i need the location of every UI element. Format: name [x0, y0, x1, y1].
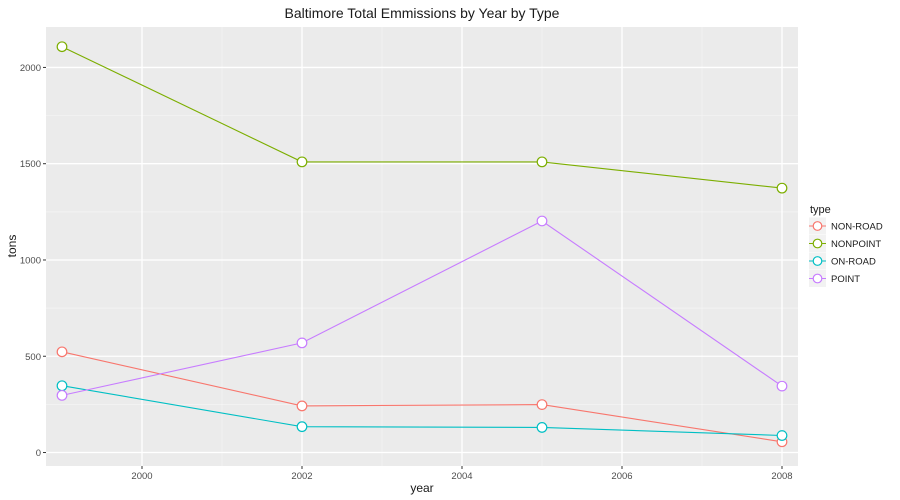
- plot-panel: [46, 27, 798, 466]
- data-point-nonpoint: [56, 41, 68, 53]
- data-point-non-road: [56, 346, 68, 358]
- x-tick-label: 2002: [291, 471, 312, 482]
- legend-label-point: POINT: [831, 274, 860, 285]
- legend-key-point: [812, 221, 823, 231]
- data-point-nonpoint: [296, 156, 308, 168]
- data-point-on-road: [536, 422, 548, 433]
- legend-title: type: [810, 204, 831, 216]
- series-line-on-road: [61, 385, 783, 437]
- x-tick-label: 2008: [771, 471, 792, 482]
- y-tick-label: 0: [36, 448, 41, 459]
- series-line-nonpoint: [61, 46, 783, 189]
- legend: type NON-ROAD NONPOINT ON-ROAD POINT: [809, 204, 883, 287]
- x-tick-label: 2000: [131, 471, 152, 482]
- series-line-non-road: [61, 351, 783, 443]
- x-tick-label: 2004: [451, 471, 472, 482]
- x-axis-title: year: [410, 481, 433, 495]
- legend-key-point: [812, 256, 823, 266]
- data-point-point: [296, 337, 308, 349]
- data-point-nonpoint: [536, 156, 548, 168]
- data-point-on-road: [56, 380, 68, 392]
- data-point-point: [536, 215, 548, 227]
- y-tick-label: 500: [25, 352, 41, 363]
- chart-title: Baltimore Total Emmissions by Year by Ty…: [285, 5, 560, 21]
- legend-items: NON-ROAD NONPOINT ON-ROAD POINT: [809, 217, 883, 287]
- legend-label-nonpoint: NONPOINT: [831, 239, 881, 250]
- y-tick-label: 2000: [20, 63, 41, 74]
- y-tick-label: 1500: [20, 159, 41, 170]
- data-point-on-road: [296, 421, 308, 433]
- y-tick-label: 1000: [20, 255, 41, 266]
- series-lines: [61, 46, 783, 443]
- legend-label-on-road: ON-ROAD: [831, 257, 876, 268]
- data-point-non-road: [536, 399, 548, 410]
- y-axis-title: tons: [5, 235, 19, 258]
- legend-key-point: [812, 238, 823, 249]
- x-axis-ticks: 2000 2002 2004 2006 2008: [131, 466, 793, 482]
- legend-label-non-road: NON-ROAD: [831, 222, 883, 233]
- legend-key-point: [812, 273, 823, 284]
- data-point-on-road: [776, 430, 788, 441]
- grid-lines: [46, 27, 798, 466]
- series-points: [56, 41, 788, 448]
- data-point-non-road: [296, 400, 308, 412]
- y-axis-ticks: 0 500 1000 1500 2000: [20, 63, 46, 459]
- data-point-nonpoint: [776, 182, 788, 194]
- data-point-point: [56, 389, 68, 401]
- x-tick-label: 2006: [611, 471, 632, 482]
- series-line-point: [61, 220, 783, 396]
- data-point-point: [776, 380, 788, 392]
